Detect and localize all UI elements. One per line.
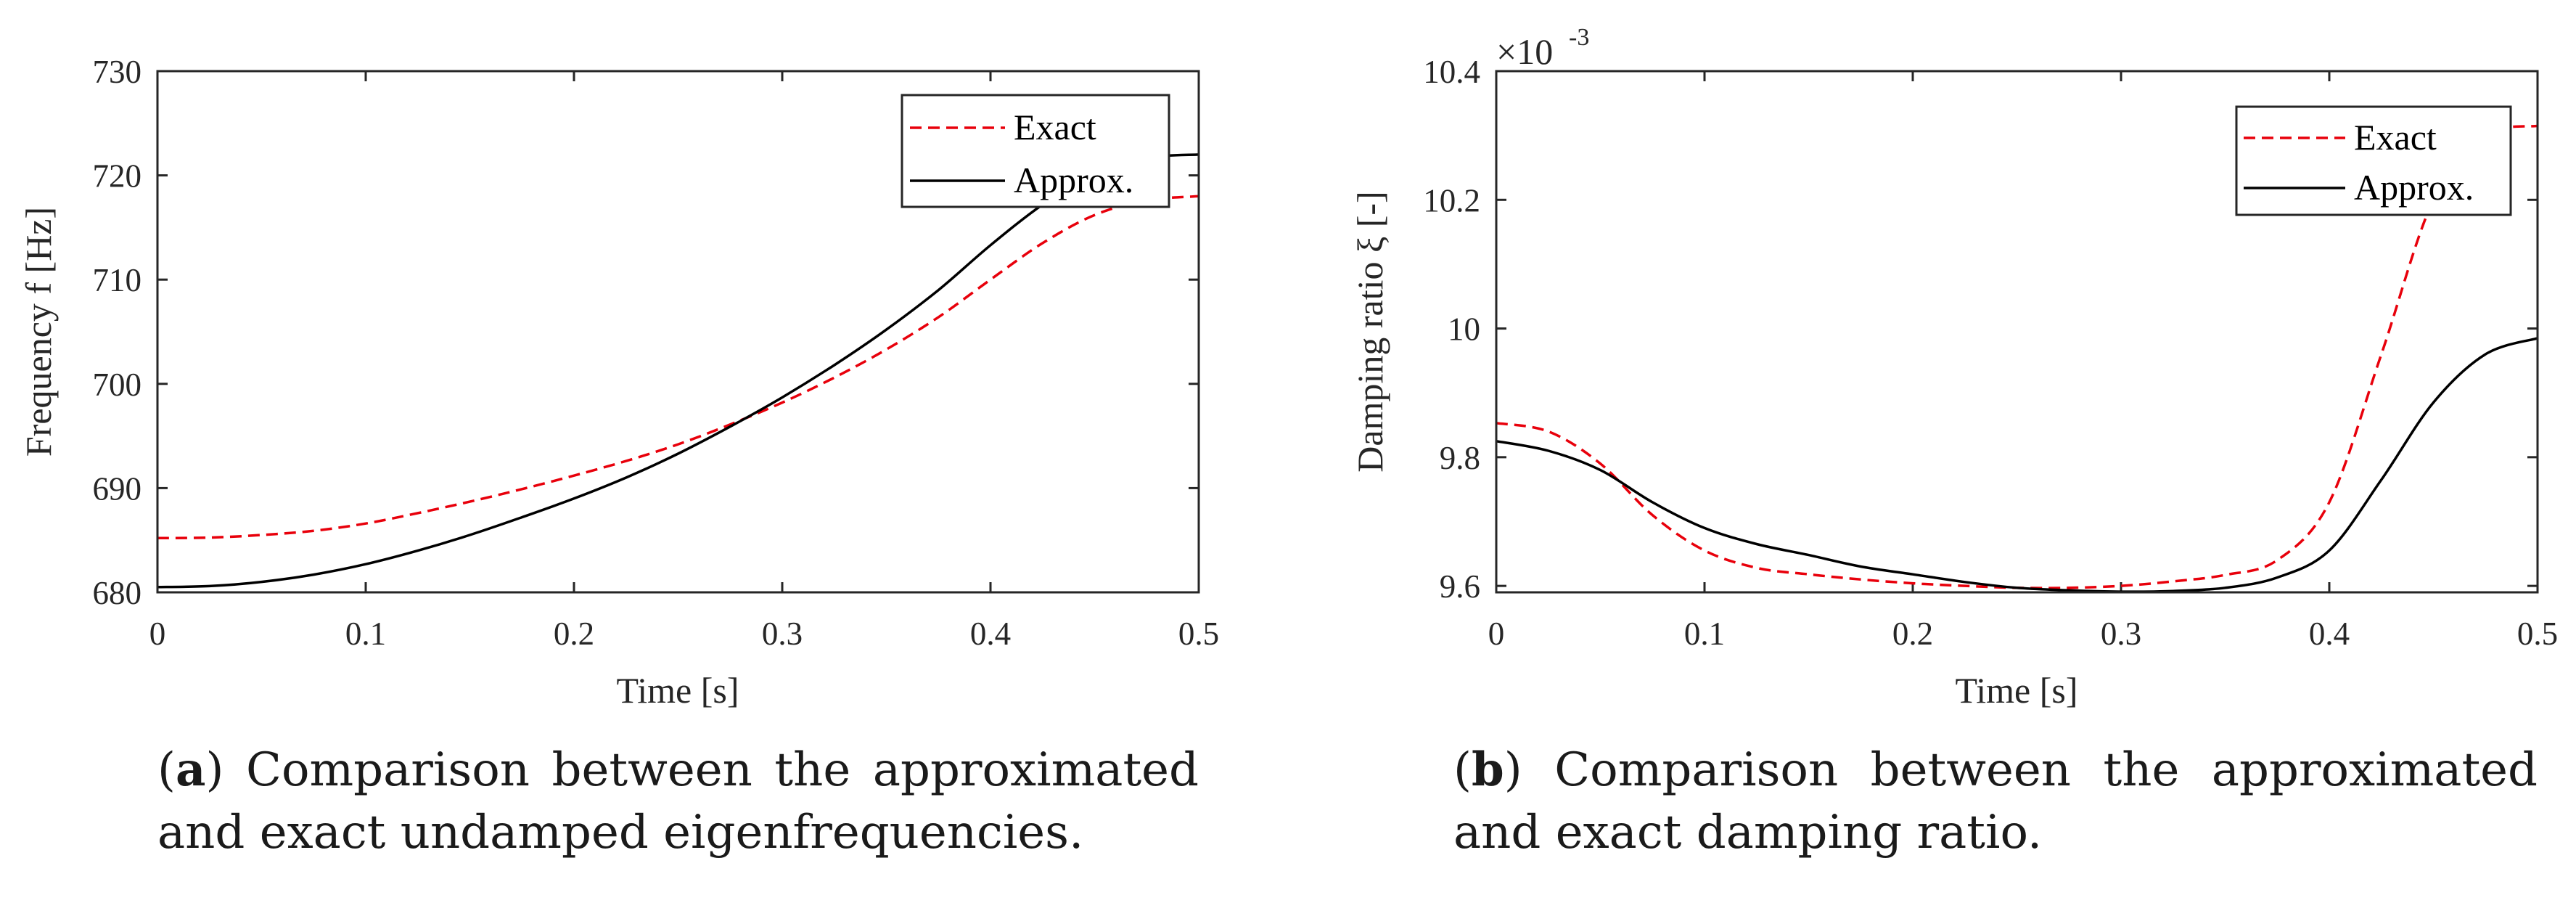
chart-a-series <box>157 153 1199 589</box>
chart-b-xtick-label: 0 <box>1488 616 1505 652</box>
chart-a-legend-box <box>901 94 1170 208</box>
chart-a-axes-box <box>156 70 1200 594</box>
caption-b-line1: Comparison between the approximated <box>1554 743 2538 797</box>
chart-b-legend-approx-label: Approx. <box>2354 167 2474 208</box>
chart-b-multiplier-exp: -3 <box>1569 24 1589 51</box>
chart-a-ylabel: Frequency f [Hz] <box>18 207 59 457</box>
caption-b: (b) Comparison between the approximated … <box>1453 739 2538 864</box>
chart-b-xlabel: Time [s] <box>1955 670 2077 711</box>
caption-b-line1-wrap: (b) Comparison between the approximated <box>1453 743 2538 797</box>
chart-b-xtick-label: 0.3 <box>2101 616 2141 652</box>
chart-b-multiplier-base: ×10 <box>1496 31 1553 72</box>
caption-a-line1: Comparison between the approximated <box>245 743 1199 797</box>
chart-a-xtick-label: 0.2 <box>554 616 594 652</box>
chart-a-legend: Exact Approx. <box>901 94 1170 208</box>
chart-a-series-exact-line <box>157 195 1199 540</box>
chart-a-ticks: 0 0.1 0.2 0.3 0.4 0.5 680 690 700 710 720 730 <box>93 54 1220 652</box>
chart-b-ytick-label: 9.6 <box>1440 568 1480 605</box>
chart-a: 0 0.1 0.2 0.3 0.4 0.5 680 690 700 710 720 730 Frequ… <box>18 54 1219 711</box>
chart-a-ytick-label: 720 <box>93 158 142 195</box>
caption-a: (a) Comparison between the approximated … <box>157 739 1199 864</box>
chart-a-legend-approx-label: Approx. <box>1014 160 1133 200</box>
chart-a-ytick-label: 700 <box>93 367 142 403</box>
chart-a-ytick-label: 690 <box>93 470 142 507</box>
chart-a-xlabel: Time [s] <box>616 670 739 711</box>
chart-a-xtick-label: 0.4 <box>970 616 1011 652</box>
chart-b-ytick-label: 9.8 <box>1440 440 1480 476</box>
chart-b-series-approx-line <box>1496 337 2538 592</box>
chart-a-series-approx-line <box>157 153 1199 589</box>
chart-a-xtick-label: 0.1 <box>345 616 386 652</box>
chart-b-xtick-label: 0.2 <box>1892 616 1933 652</box>
chart-b-ticks: 0 0.1 0.2 0.3 0.4 0.5 9.6 9.8 10 10.2 10.4 <box>1423 54 2558 652</box>
chart-b-ytick-label: 10 <box>1448 311 1480 348</box>
chart-a-ytick-label: 680 <box>93 575 142 611</box>
chart-b-ylabel: Damping ratio ξ [-] <box>1350 191 1390 472</box>
chart-b-xtick-label: 0.4 <box>2309 616 2350 652</box>
chart-b-series-exact-line <box>1496 124 2538 589</box>
chart-b-ytick-label: 10.4 <box>1423 54 1480 90</box>
chart-a-xtick-label: 0.3 <box>762 616 803 652</box>
chart-a-legend-exact-label: Exact <box>1014 107 1096 147</box>
caption-a-label: a <box>175 743 206 797</box>
chart-b-series <box>1496 124 2538 592</box>
chart-a-ytick-label: 730 <box>93 54 142 90</box>
chart-b-legend-exact-label: Exact <box>2354 117 2437 158</box>
chart-b-xtick-label: 0.5 <box>2517 616 2558 652</box>
caption-a-line2: and exact undamped eigenfrequencies. <box>157 806 1084 859</box>
chart-b-ytick-label: 10.2 <box>1423 182 1480 218</box>
chart-a-ytick-label: 710 <box>93 262 142 298</box>
chart-b-legend: Exact Approx. <box>2235 105 2512 216</box>
caption-b-line2: and exact damping ratio. <box>1453 806 2043 859</box>
caption-a-line1-wrap: (a) Comparison between the approximated <box>157 743 1199 797</box>
chart-b-multiplier: ×10 -3 <box>1496 24 1589 72</box>
chart-a-xtick-label: 0.5 <box>1178 616 1219 652</box>
chart-a-xtick-label: 0 <box>149 616 166 652</box>
chart-b-xtick-label: 0.1 <box>1684 616 1725 652</box>
chart-b-axes-box <box>1495 70 2539 594</box>
chart-b-legend-box <box>2235 105 2512 216</box>
chart-b: 0 0.1 0.2 0.3 0.4 0.5 9.6 9.8 10 10.2 10.4 Damping… <box>1350 24 2558 711</box>
caption-b-label: b <box>1471 743 1504 797</box>
